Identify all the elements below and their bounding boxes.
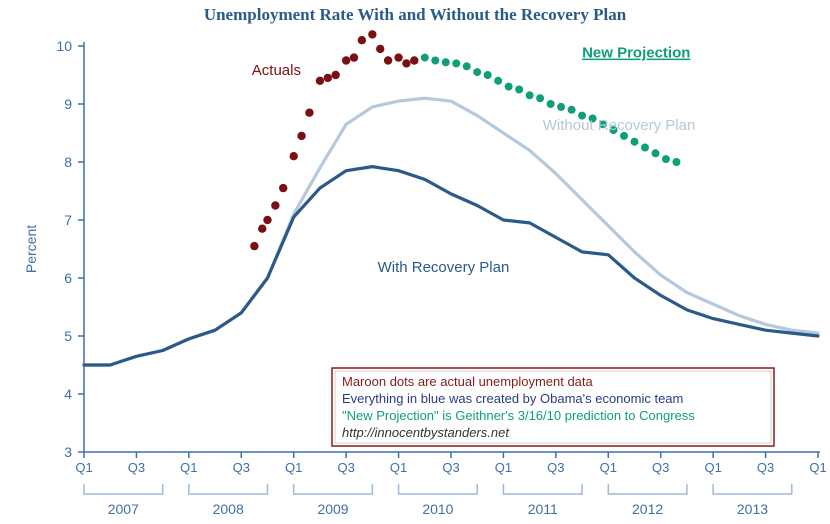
series-new-projection-dot: [568, 106, 576, 114]
series-actuals-dot: [263, 216, 271, 224]
x-tick-label: Q1: [600, 460, 617, 475]
series-actuals-dot: [402, 59, 410, 67]
y-tick-label: 6: [64, 270, 72, 286]
series-new-projection-dot: [421, 54, 429, 62]
series-actuals-dot: [250, 242, 258, 250]
series-actuals-dot: [342, 56, 350, 64]
x-tick-label: Q1: [180, 460, 197, 475]
series-actuals-dot: [368, 30, 376, 38]
series-new-projection-dot: [526, 91, 534, 99]
series-new-projection-dot: [631, 138, 639, 146]
series-new-projection-label: New Projection: [582, 45, 690, 62]
series-actuals-dot: [394, 53, 402, 61]
series-new-projection-dot: [494, 77, 502, 85]
series-actuals-label: Actuals: [252, 62, 301, 79]
series-actuals-dot: [316, 77, 324, 85]
series-new-projection-dot: [536, 94, 544, 102]
x-tick-label: Q3: [757, 460, 774, 475]
year-label: 2010: [422, 501, 453, 517]
year-label: 2007: [108, 501, 139, 517]
series-new-projection-dot: [431, 57, 439, 65]
series-actuals-dot: [324, 74, 332, 82]
year-label: 2008: [213, 501, 244, 517]
year-label: 2013: [737, 501, 768, 517]
series-new-projection-dot: [442, 58, 450, 66]
x-tick-label: Q3: [547, 460, 564, 475]
year-label: 2009: [317, 501, 348, 517]
y-tick-label: 4: [64, 386, 72, 402]
legend-line: http://innocentbystanders.net: [342, 425, 510, 440]
series-actuals-dot: [358, 36, 366, 44]
y-tick-label: 8: [64, 154, 72, 170]
series-new-projection-dot: [547, 100, 555, 108]
series-new-projection-dot: [484, 71, 492, 79]
chart-title: Unemployment Rate With and Without the R…: [204, 5, 627, 24]
y-tick-label: 5: [64, 328, 72, 344]
series-new-projection-dot: [505, 83, 513, 91]
series-new-projection-dot: [473, 68, 481, 76]
series-actuals-dot: [290, 152, 298, 160]
y-tick-label: 9: [64, 96, 72, 112]
legend-line: Everything in blue was created by Obama'…: [342, 391, 683, 406]
unemployment-chart: Unemployment Rate With and Without the R…: [0, 0, 830, 524]
series-new-projection-dot: [515, 86, 523, 94]
x-tick-label: Q1: [495, 460, 512, 475]
series-actuals-dot: [331, 71, 339, 79]
legend-line: Maroon dots are actual unemployment data: [342, 374, 594, 389]
series-actuals-dot: [297, 132, 305, 140]
x-tick-label: Q1: [285, 460, 302, 475]
x-tick-label: Q1: [809, 460, 826, 475]
series-new-projection-dot: [672, 158, 680, 166]
series-actuals-dot: [410, 56, 418, 64]
series-actuals-dot: [384, 56, 392, 64]
legend-line: "New Projection" is Geithner's 3/16/10 p…: [342, 408, 695, 423]
series-without-plan-label: Without Recovery Plan: [543, 117, 696, 134]
y-tick-label: 10: [56, 38, 72, 54]
x-tick-label: Q3: [337, 460, 354, 475]
year-label: 2012: [632, 501, 663, 517]
series-with-plan-label: With Recovery Plan: [378, 259, 510, 276]
series-new-projection-dot: [463, 62, 471, 70]
series-new-projection-dot: [557, 103, 565, 111]
series-actuals-dot: [279, 184, 287, 192]
series-actuals-dot: [350, 53, 358, 61]
x-tick-label: Q3: [233, 460, 250, 475]
y-tick-label: 3: [64, 444, 72, 460]
x-tick-label: Q3: [128, 460, 145, 475]
series-new-projection-dot: [651, 149, 659, 157]
series-actuals-dot: [258, 225, 266, 233]
series-actuals-dot: [376, 45, 384, 53]
x-tick-label: Q1: [75, 460, 92, 475]
x-tick-label: Q1: [390, 460, 407, 475]
series-new-projection-dot: [641, 144, 649, 152]
y-axis-label: Percent: [23, 225, 39, 273]
chart-svg: Unemployment Rate With and Without the R…: [0, 0, 830, 524]
x-tick-label: Q1: [704, 460, 721, 475]
series-new-projection-dot: [662, 155, 670, 163]
series-new-projection-dot: [452, 59, 460, 67]
x-tick-label: Q3: [652, 460, 669, 475]
x-tick-label: Q3: [442, 460, 459, 475]
series-actuals-dot: [271, 201, 279, 209]
y-tick-label: 7: [64, 212, 72, 228]
series-actuals-dot: [305, 109, 313, 117]
year-label: 2011: [528, 501, 558, 517]
